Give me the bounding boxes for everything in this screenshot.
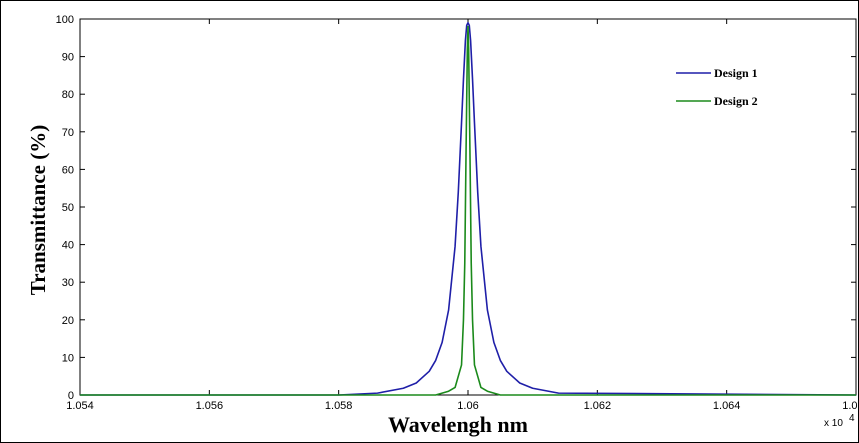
x-tick-label: 1.066 <box>842 400 859 412</box>
y-tick-label: 90 <box>62 52 74 64</box>
x-tick-label: 1.056 <box>196 400 224 412</box>
x-axis: 1.054 1.056 1.058 1.06 1.062 1.064 1.066 <box>66 19 859 412</box>
series-line-design-2 <box>80 25 856 396</box>
series-lines <box>80 21 857 396</box>
y-tick-label: 60 <box>62 164 74 176</box>
x-multiplier-exponent: 4 <box>849 413 855 424</box>
y-tick-label: 100 <box>56 14 74 26</box>
y-axis: 0 10 20 30 40 50 60 70 80 90 100 <box>56 14 856 402</box>
x-axis-title: Wavelengh nm <box>388 412 528 437</box>
y-tick-label: 70 <box>62 127 74 139</box>
plot-area <box>79 18 857 396</box>
y-tick-label: 20 <box>62 315 74 327</box>
x-tick-label: 1.062 <box>584 400 612 412</box>
x-tick-label: 1.054 <box>66 400 94 412</box>
x-tick-label: 1.06 <box>457 400 478 412</box>
y-tick-label: 50 <box>62 202 74 214</box>
legend: Design 1 Design 2 <box>676 66 758 108</box>
y-tick-label: 10 <box>62 352 74 364</box>
legend-label-design-1: Design 1 <box>714 66 758 80</box>
y-tick-label: 0 <box>68 390 74 402</box>
y-tick-label: 30 <box>62 277 74 289</box>
y-axis-title: Transmittance (%) <box>26 125 50 296</box>
y-tick-label: 80 <box>62 89 74 101</box>
series-line-design-1 <box>80 21 857 396</box>
legend-label-design-2: Design 2 <box>714 94 758 108</box>
x-multiplier-label: x 10 <box>824 418 843 429</box>
x-tick-label: 1.064 <box>713 400 741 412</box>
y-tick-label: 40 <box>62 240 74 252</box>
x-tick-label: 1.058 <box>325 400 353 412</box>
